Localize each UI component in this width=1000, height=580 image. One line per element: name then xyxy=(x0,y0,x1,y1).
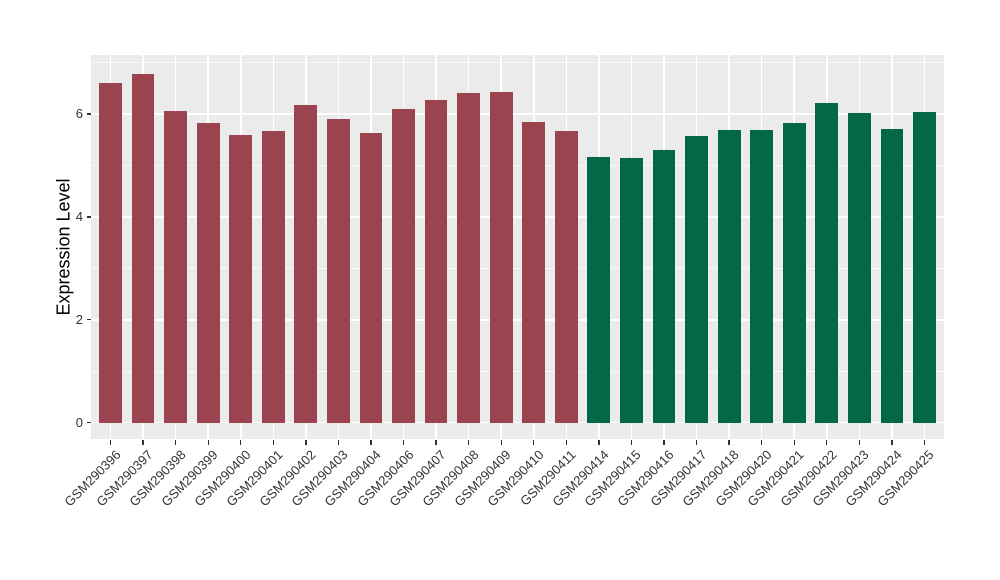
bar-GSM290420 xyxy=(750,129,774,423)
bar-GSM290415 xyxy=(620,157,643,423)
bar-GSM290416 xyxy=(652,149,676,423)
gridline-minor xyxy=(91,267,944,269)
bar-GSM290406 xyxy=(392,108,415,423)
x-tick-mark xyxy=(272,440,274,445)
plot-panel xyxy=(91,55,944,439)
x-tick-mark xyxy=(793,440,795,445)
x-tick-mark xyxy=(402,440,405,445)
bar-GSM290402 xyxy=(294,104,318,423)
bar-GSM290424 xyxy=(880,129,904,423)
x-tick-mark xyxy=(240,440,242,445)
gridline-major xyxy=(91,421,944,424)
x-tick-mark xyxy=(858,440,861,445)
x-tick-mark xyxy=(174,440,177,445)
gridline-minor xyxy=(91,370,944,372)
y-tick-label: 0 xyxy=(75,414,83,430)
y-axis-title-text: Expression Level xyxy=(53,178,74,316)
x-tick-mark xyxy=(630,440,633,445)
x-tick-mark xyxy=(109,440,112,445)
y-tick-label: 2 xyxy=(75,311,83,327)
bars-layer xyxy=(91,55,944,439)
x-tick-mark xyxy=(305,440,307,445)
x-axis-labels: GSM290396 GSM290397 GSM290398 GSM290399 GSM2… xyxy=(61,447,944,577)
bar-GSM290400 xyxy=(229,135,253,423)
x-tick-mark xyxy=(923,440,926,445)
gridline-major xyxy=(91,318,944,321)
gridline-major xyxy=(91,113,944,115)
gridline-minor xyxy=(91,62,944,64)
x-tick-mark xyxy=(337,440,340,445)
x-tick-mark xyxy=(142,440,144,445)
y-tick-label: 6 xyxy=(75,106,83,122)
x-tick-mark xyxy=(207,440,209,445)
bar-GSM290397 xyxy=(131,74,155,423)
x-tick-mark xyxy=(760,440,763,445)
bar-GSM290408 xyxy=(457,93,481,423)
bar-GSM290425 xyxy=(913,112,936,423)
bar-GSM290410 xyxy=(522,121,546,423)
bar-GSM290404 xyxy=(359,133,383,423)
bar-GSM290398 xyxy=(164,110,188,423)
bar-GSM290403 xyxy=(327,119,350,423)
bar-GSM290411 xyxy=(554,131,578,423)
y-tick-mark xyxy=(86,216,91,218)
bar-GSM290422 xyxy=(815,102,839,423)
x-tick-mark xyxy=(826,440,828,445)
x-tick-mark xyxy=(695,440,698,445)
x-tick-mark xyxy=(435,440,437,445)
bar-GSM290396 xyxy=(99,82,122,423)
x-tick-mark xyxy=(598,440,600,445)
y-tick-mark xyxy=(86,421,91,424)
gridline-minor xyxy=(91,165,944,167)
bar-GSM290417 xyxy=(685,135,708,423)
x-tick-mark xyxy=(891,440,893,445)
x-tick-mark xyxy=(500,440,502,445)
bar-GSM290401 xyxy=(261,130,285,423)
x-tick-mark xyxy=(533,440,535,445)
bar-GSM290418 xyxy=(717,130,741,423)
x-tick-mark xyxy=(663,440,665,445)
bar-GSM290399 xyxy=(196,123,220,423)
y-tick-label: 4 xyxy=(75,208,83,224)
x-tick-mark xyxy=(370,440,372,445)
gridline-major xyxy=(91,216,944,218)
y-tick-mark xyxy=(86,113,91,115)
bar-GSM290414 xyxy=(587,156,611,423)
bar-GSM290407 xyxy=(424,99,448,423)
bar-GSM290409 xyxy=(489,92,513,423)
x-tick-mark xyxy=(467,440,470,445)
bar-GSM290423 xyxy=(847,112,871,423)
y-tick-mark xyxy=(86,319,91,321)
x-tick-mark xyxy=(565,440,568,445)
bar-GSM290421 xyxy=(782,123,806,423)
x-tick-mark xyxy=(728,440,730,445)
